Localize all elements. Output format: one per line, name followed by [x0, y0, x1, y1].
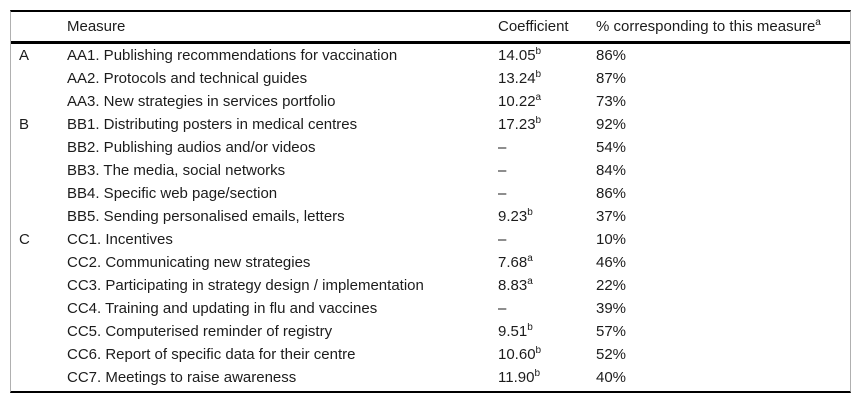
percent-cell: 46% [596, 254, 627, 271]
coefficient-value: – [498, 231, 507, 248]
coefficient-footnote-marker: b [535, 47, 542, 57]
table-row: BB4. Specific web page/section – 86% [11, 182, 850, 205]
header-measure: Measure [67, 18, 126, 35]
coefficient-cell: – [498, 300, 596, 317]
measure-cell: CC7. Meetings to raise awareness [67, 369, 297, 386]
coefficient-footnote-marker: a [527, 277, 533, 287]
table-row: CC6. Report of specific data for their c… [11, 343, 850, 366]
coefficient-value: – [498, 139, 507, 156]
coefficient-value: 10.22 [498, 93, 536, 110]
measure-cell: BB4. Specific web page/section [67, 185, 278, 202]
header-coefficient: Coefficient [498, 18, 569, 35]
table-row: AA2. Protocols and technical guides 13.2… [11, 67, 850, 90]
percent-cell: 87% [596, 70, 627, 87]
measure-cell: BB1. Distributing posters in medical cen… [67, 116, 358, 133]
coefficient-value: 14.05 [498, 47, 536, 64]
coefficient-cell: 10.60b [498, 346, 596, 363]
group-cell: C [19, 231, 30, 248]
coefficient-cell: 10.22a [498, 93, 596, 110]
coefficient-footnote-marker: a [527, 254, 533, 264]
measure-cell: AA1. Publishing recommendations for vacc… [67, 47, 398, 64]
coefficient-footnote-marker: b [535, 346, 542, 356]
percent-cell: 22% [596, 277, 627, 294]
table-row: A AA1. Publishing recommendations for va… [11, 44, 850, 67]
header-percent: % corresponding to this measurea [596, 18, 850, 35]
measure-cell: BB5. Sending personalised emails, letter… [67, 208, 345, 225]
percent-cell: 92% [596, 116, 627, 133]
percent-cell: 73% [596, 93, 627, 110]
coefficient-cell: 9.23b [498, 208, 596, 225]
percent-cell: 37% [596, 208, 627, 225]
coefficient-value: 9.23 [498, 208, 528, 225]
group-cell: A [19, 47, 30, 64]
coefficient-cell: 11.90b [498, 369, 596, 386]
coefficient-cell: 13.24b [498, 70, 596, 87]
table-row: C CC1. Incentives – 10% [11, 228, 850, 251]
table-row: BB5. Sending personalised emails, letter… [11, 205, 850, 228]
table-header-row: Measure Coefficient % corresponding to t… [11, 12, 850, 44]
coefficient-footnote-marker: b [534, 369, 540, 379]
coefficient-cell: 8.83a [498, 277, 596, 294]
percent-cell: 86% [596, 185, 627, 202]
coefficient-cell: 14.05b [498, 47, 596, 64]
header-percent-label: % corresponding to this measure [596, 18, 816, 35]
table-row: CC7. Meetings to raise awareness 11.90b … [11, 366, 850, 389]
measure-cell: AA3. New strategies in services portfoli… [67, 93, 336, 110]
coefficient-value: 17.23 [498, 116, 536, 133]
table-row: BB3. The media, social networks – 84% [11, 159, 850, 182]
measure-cell: CC1. Incentives [67, 231, 173, 248]
measure-cell: CC2. Communicating new strategies [67, 254, 311, 271]
coefficient-footnote-marker: b [535, 116, 542, 126]
percent-cell: 84% [596, 162, 627, 179]
coefficient-value: 10.60 [498, 346, 536, 363]
coefficient-cell: 7.68a [498, 254, 596, 271]
measure-cell: CC5. Computerised reminder of registry [67, 323, 333, 340]
table-row: CC2. Communicating new strategies 7.68a … [11, 251, 850, 274]
table-row: BB2. Publishing audios and/or videos – 5… [11, 136, 850, 159]
coefficient-footnote-marker: b [535, 70, 542, 80]
percent-cell: 10% [596, 231, 627, 248]
coefficient-value: 11.90 [498, 369, 535, 386]
table-row: CC3. Participating in strategy design / … [11, 274, 850, 297]
table-row: CC5. Computerised reminder of registry 9… [11, 320, 850, 343]
measure-cell: CC4. Training and updating in flu and va… [67, 300, 378, 317]
table-body: A AA1. Publishing recommendations for va… [11, 44, 850, 391]
coefficient-footnote-marker: b [527, 208, 533, 218]
percent-cell: 54% [596, 139, 627, 156]
percent-cell: 52% [596, 346, 627, 363]
coefficient-cell: – [498, 162, 596, 179]
measure-cell: BB2. Publishing audios and/or videos [67, 139, 316, 156]
coefficient-cell: – [498, 231, 596, 248]
coefficient-value: 7.68 [498, 254, 528, 271]
measure-cell: CC3. Participating in strategy design / … [67, 277, 424, 294]
measure-cell: AA2. Protocols and technical guides [67, 70, 308, 87]
measure-cell: BB3. The media, social networks [67, 162, 286, 179]
coefficient-value: – [498, 162, 507, 179]
coefficient-value: 13.24 [498, 70, 536, 87]
percent-cell: 39% [596, 300, 627, 317]
percent-cell: 57% [596, 323, 627, 340]
coefficient-cell: – [498, 185, 596, 202]
coefficient-footnote-marker: b [527, 323, 533, 333]
table-row: B BB1. Distributing posters in medical c… [11, 113, 850, 136]
percent-cell: 40% [596, 369, 627, 386]
group-cell: B [19, 116, 30, 133]
table-row: CC4. Training and updating in flu and va… [11, 297, 850, 320]
coefficient-footnote-marker: a [535, 93, 542, 103]
coefficient-cell: 17.23b [498, 116, 596, 133]
coefficient-cell: – [498, 139, 596, 156]
coefficient-value: – [498, 300, 507, 317]
header-percent-footnote-marker: a [815, 18, 821, 28]
measures-table: Measure Coefficient % corresponding to t… [10, 10, 851, 393]
coefficient-value: 9.51 [498, 323, 528, 340]
coefficient-value: 8.83 [498, 277, 528, 294]
percent-cell: 86% [596, 47, 627, 64]
coefficient-cell: 9.51b [498, 323, 596, 340]
coefficient-value: – [498, 185, 507, 202]
table-row: AA3. New strategies in services portfoli… [11, 90, 850, 113]
measure-cell: CC6. Report of specific data for their c… [67, 346, 356, 363]
